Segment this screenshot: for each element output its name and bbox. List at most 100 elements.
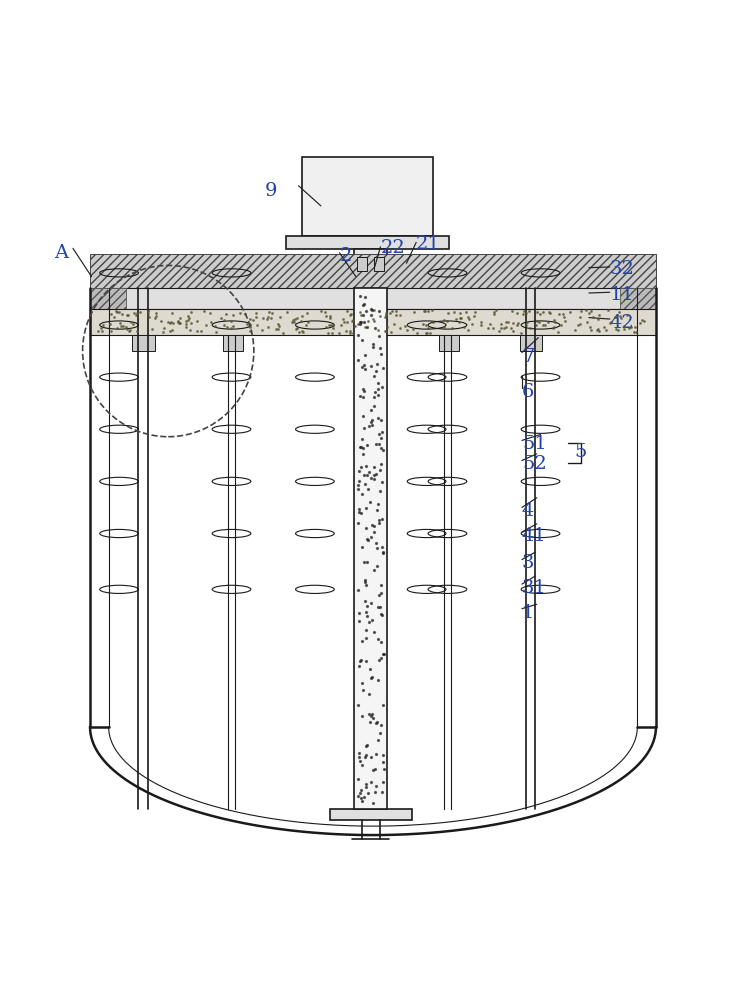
Point [358, 467, 370, 483]
Point [360, 319, 372, 335]
Point [374, 308, 386, 324]
Point [354, 790, 366, 806]
Point [323, 317, 335, 333]
Bar [133, 335, 155, 351]
Point [407, 321, 419, 337]
Point [158, 320, 170, 336]
Point [356, 633, 368, 649]
Point [372, 732, 384, 748]
Point [325, 317, 337, 333]
Point [558, 309, 570, 325]
Point [272, 316, 284, 332]
Point [274, 309, 286, 325]
Point [372, 496, 383, 512]
Text: 6: 6 [522, 383, 534, 401]
Point [263, 304, 275, 320]
Point [369, 524, 380, 540]
Point [354, 316, 366, 332]
Point [242, 318, 254, 334]
Point [355, 459, 367, 475]
Point [167, 315, 179, 331]
Point [121, 321, 133, 337]
Point [609, 309, 621, 325]
Point [301, 305, 313, 321]
Point [358, 420, 370, 436]
Point [341, 314, 353, 330]
Point [357, 675, 369, 691]
Point [555, 317, 567, 333]
Text: 22: 22 [380, 239, 405, 257]
Point [604, 314, 616, 330]
Point [361, 319, 373, 335]
Point [327, 317, 339, 333]
Point [372, 322, 383, 338]
Point [574, 303, 586, 319]
Point [520, 317, 532, 333]
Point [336, 311, 348, 327]
Point [368, 624, 380, 640]
Bar [223, 335, 242, 351]
Point [610, 321, 622, 337]
Point [374, 483, 386, 499]
Point [372, 410, 384, 426]
Point [524, 320, 536, 336]
Point [371, 540, 383, 556]
Point [365, 307, 377, 323]
Point [394, 307, 406, 323]
Bar [286, 236, 449, 249]
Point [360, 737, 372, 753]
Point [369, 320, 381, 336]
Text: 42: 42 [609, 314, 635, 332]
Point [552, 324, 564, 340]
Point [165, 323, 177, 339]
Point [377, 646, 389, 662]
Point [172, 315, 184, 331]
Point [116, 306, 128, 322]
Point [510, 305, 522, 321]
Point [475, 317, 487, 333]
Point [488, 306, 500, 322]
Point [369, 467, 380, 483]
Point [421, 325, 433, 341]
Point [353, 605, 365, 621]
Bar [114, 288, 632, 309]
Point [351, 582, 363, 598]
Point [372, 599, 384, 615]
Point [548, 319, 560, 335]
Point [315, 303, 327, 319]
Point [368, 336, 380, 352]
Point [146, 321, 158, 337]
Point [363, 706, 375, 722]
Point [371, 502, 383, 518]
Point [357, 440, 369, 456]
Point [398, 318, 410, 334]
Point [352, 477, 364, 493]
Point [128, 305, 140, 321]
Point [353, 504, 365, 520]
Point [220, 306, 232, 322]
Point [360, 622, 372, 638]
Point [356, 793, 368, 809]
Point [360, 747, 372, 763]
Point [111, 320, 123, 336]
Point [377, 379, 389, 395]
Point [266, 305, 278, 321]
Point [354, 653, 366, 669]
Point [166, 305, 178, 321]
Point [289, 311, 301, 327]
Point [357, 389, 369, 405]
Point [149, 310, 161, 326]
Text: 3: 3 [522, 554, 534, 572]
Point [455, 310, 467, 326]
Point [417, 316, 429, 332]
Text: 51: 51 [522, 435, 547, 453]
Point [346, 313, 358, 329]
Point [390, 307, 402, 323]
Point [544, 305, 556, 321]
Point [369, 518, 380, 534]
Point [201, 317, 213, 333]
Point [615, 310, 627, 326]
Point [365, 774, 377, 790]
Point [335, 317, 347, 333]
Point [520, 305, 532, 321]
